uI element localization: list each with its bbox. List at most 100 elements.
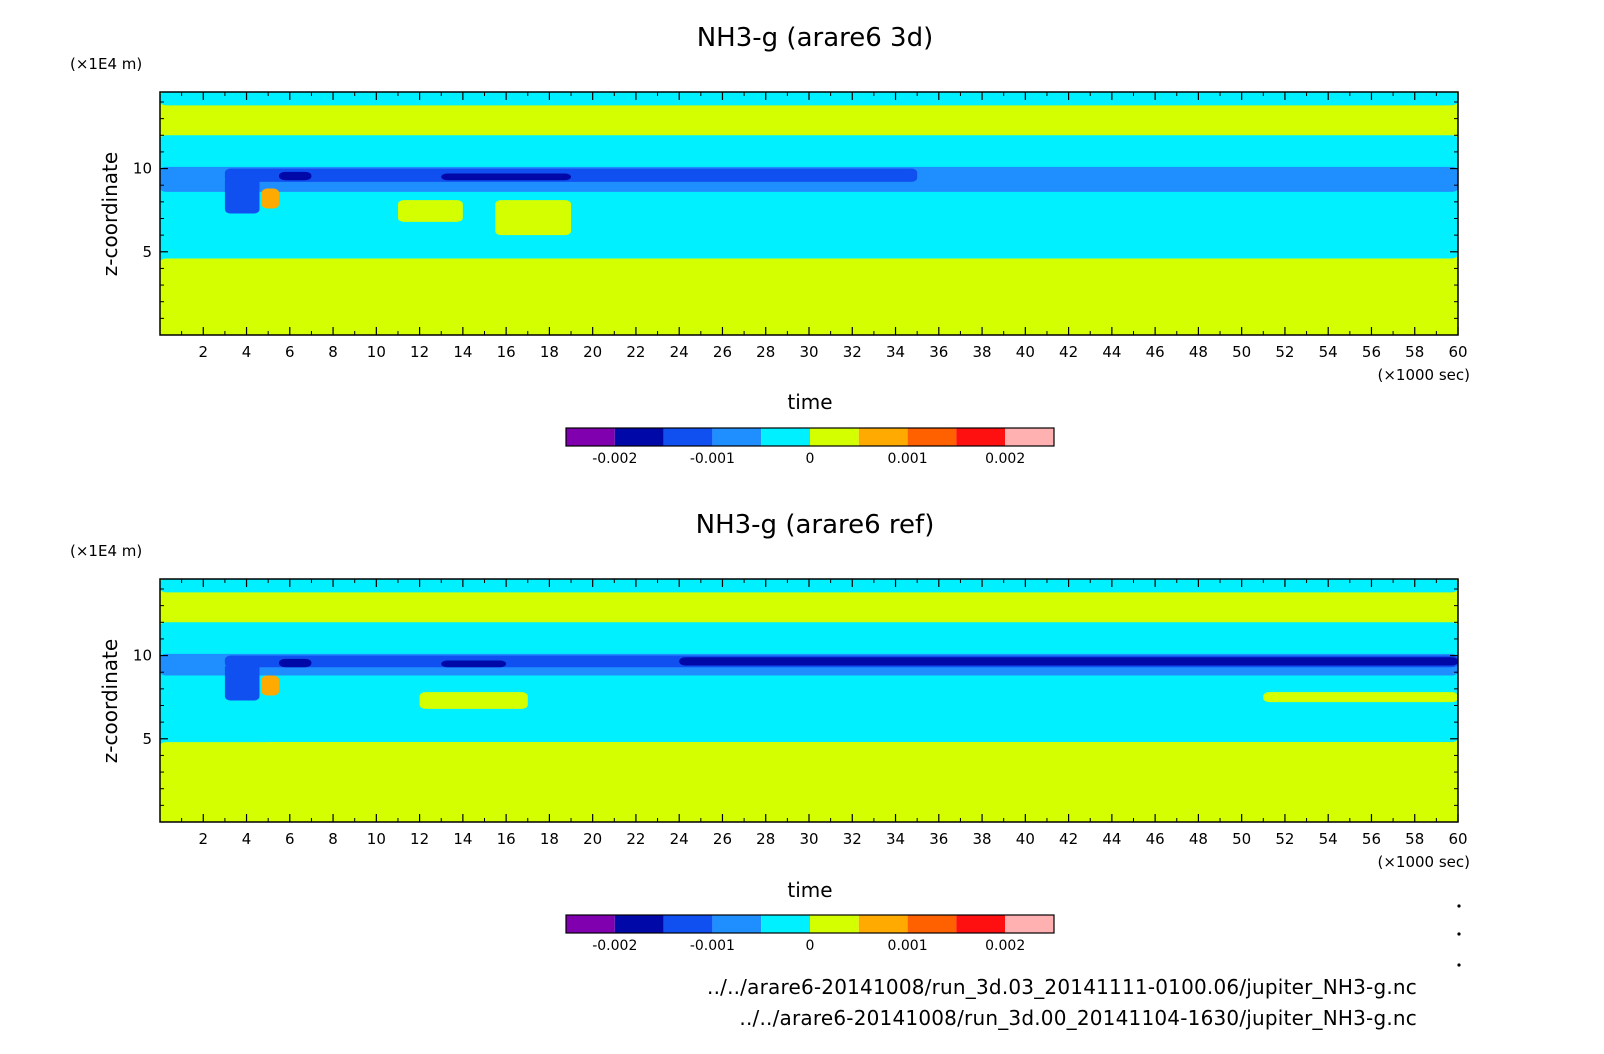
colorbar: -0.002 -0.001 0 0.001 0.002 (565, 427, 1055, 467)
x-tick-label: 14 (453, 343, 472, 361)
x-tick-label: 16 (497, 830, 516, 848)
colorbar-swatch (1005, 915, 1054, 933)
x-tick-label: 42 (1059, 343, 1078, 361)
colorbar-swatch (907, 428, 957, 446)
x-tick-label: 34 (886, 343, 905, 361)
x-tick-label: 10 (367, 343, 386, 361)
x-tick-label: 58 (1405, 830, 1424, 848)
x-tick-label: 60 (1448, 830, 1467, 848)
heatmap-plot (160, 579, 1458, 822)
x-tick-label: 6 (285, 830, 295, 848)
x-tick-label: 30 (799, 830, 818, 848)
x-tick-label: 8 (328, 830, 338, 848)
colorbar-swatch (761, 915, 810, 933)
y-axis-label: z-coordinate (98, 152, 122, 276)
x-tick-label: 24 (670, 830, 689, 848)
colorbar-swatch (614, 915, 664, 933)
x-tick-label: 20 (583, 343, 602, 361)
x-tick-label: 28 (756, 343, 775, 361)
colorbar-swatch (956, 915, 1006, 933)
colorbar-swatch (761, 428, 810, 446)
colorbar-swatch (907, 915, 957, 933)
x-tick-label: 48 (1189, 830, 1208, 848)
marker-dot (1457, 904, 1461, 908)
x-tick-label: 32 (843, 830, 862, 848)
x-tick-label: 56 (1362, 830, 1381, 848)
x-tick-label: 46 (1146, 830, 1165, 848)
field-region (261, 675, 279, 696)
colorbar: -0.002 -0.001 0 0.001 0.002 (565, 914, 1055, 954)
x-axis-label: time (787, 878, 832, 902)
field-region (441, 173, 572, 181)
field-region (278, 658, 312, 668)
field-region (679, 657, 1458, 666)
field-region (397, 200, 463, 222)
colorbar-tick-label: 0.001 (888, 451, 928, 467)
colorbar-swatch (858, 915, 908, 933)
field-region (160, 622, 1458, 743)
heatmap-plot (160, 92, 1458, 335)
panel-ref: NH3-g (arare6 ref) (×1E4 m) 2 4 6 8 10 12 14 16… (70, 510, 1470, 954)
x-tick-label: 44 (1102, 343, 1121, 361)
colorbar-tick-label: 0.001 (888, 938, 928, 954)
y-unit-label: (×1E4 m) (70, 55, 142, 73)
x-tick-label: 18 (540, 343, 559, 361)
x-unit-label: (×1000 sec) (1377, 366, 1470, 384)
x-tick-label: 24 (670, 343, 689, 361)
field-region (261, 188, 279, 209)
x-tick-label: 54 (1319, 830, 1338, 848)
colorbar-swatch (712, 428, 762, 446)
colorbar-swatch (810, 428, 859, 446)
axis-ticks: 2 4 6 8 10 12 14 16 18 20 22 24 26 28 30 32 34 36 38 40 42 44… (133, 579, 1468, 848)
marker-dot (1457, 932, 1461, 936)
x-tick-label: 6 (285, 343, 295, 361)
x-tick-label: 40 (1016, 343, 1035, 361)
x-tick-label: 22 (626, 830, 645, 848)
x-tick-label: 16 (497, 343, 516, 361)
x-unit-label: (×1000 sec) (1377, 853, 1470, 871)
field-region (441, 660, 507, 668)
panel-title: NH3-g (arare6 ref) (696, 510, 935, 540)
x-tick-label: 30 (799, 343, 818, 361)
x-tick-label: 28 (756, 830, 775, 848)
x-tick-label: 44 (1102, 830, 1121, 848)
colorbar-swatch (858, 428, 908, 446)
colorbar-tick-label: -0.002 (592, 938, 637, 954)
y-axis-label: z-coordinate (98, 639, 122, 763)
x-tick-label: 36 (929, 343, 948, 361)
x-tick-label: 58 (1405, 343, 1424, 361)
x-tick-label: 2 (198, 343, 208, 361)
y-tick-label: 10 (133, 160, 152, 178)
field-region (278, 171, 312, 181)
field-region (1263, 692, 1458, 703)
y-tick-label: 10 (133, 647, 152, 665)
colorbar-frame (565, 427, 1055, 447)
x-axis-label: time (787, 390, 832, 414)
x-tick-label: 4 (242, 830, 252, 848)
colorbar-swatch (956, 428, 1006, 446)
x-tick-label: 10 (367, 830, 386, 848)
x-tick-label: 22 (626, 343, 645, 361)
x-tick-label: 12 (410, 343, 429, 361)
y-tick-label: 5 (142, 243, 152, 261)
x-tick-label: 14 (453, 830, 472, 848)
colorbar-swatch (663, 915, 713, 933)
x-tick-label: 32 (843, 343, 862, 361)
colorbar-swatch (566, 915, 615, 933)
footer-path-1: ../../arare6-20141008/run_3d.03_20141111… (707, 975, 1417, 999)
x-tick-label: 38 (973, 343, 992, 361)
y-tick-label: 5 (142, 730, 152, 748)
panel-3d: NH3-g (arare6 3d) (×1E4 m) 2 4 6 8 10 12 14 16 1… (70, 23, 1470, 467)
field-region (224, 663, 260, 701)
x-tick-label: 46 (1146, 343, 1165, 361)
field-region (160, 135, 1458, 259)
x-tick-label: 54 (1319, 343, 1338, 361)
field-region (160, 258, 1458, 335)
colorbar-tick-label: -0.001 (690, 938, 735, 954)
colorbar-swatch (810, 915, 859, 933)
x-tick-label: 52 (1275, 830, 1294, 848)
x-tick-label: 36 (929, 830, 948, 848)
x-tick-label: 12 (410, 830, 429, 848)
field-region (224, 176, 260, 214)
